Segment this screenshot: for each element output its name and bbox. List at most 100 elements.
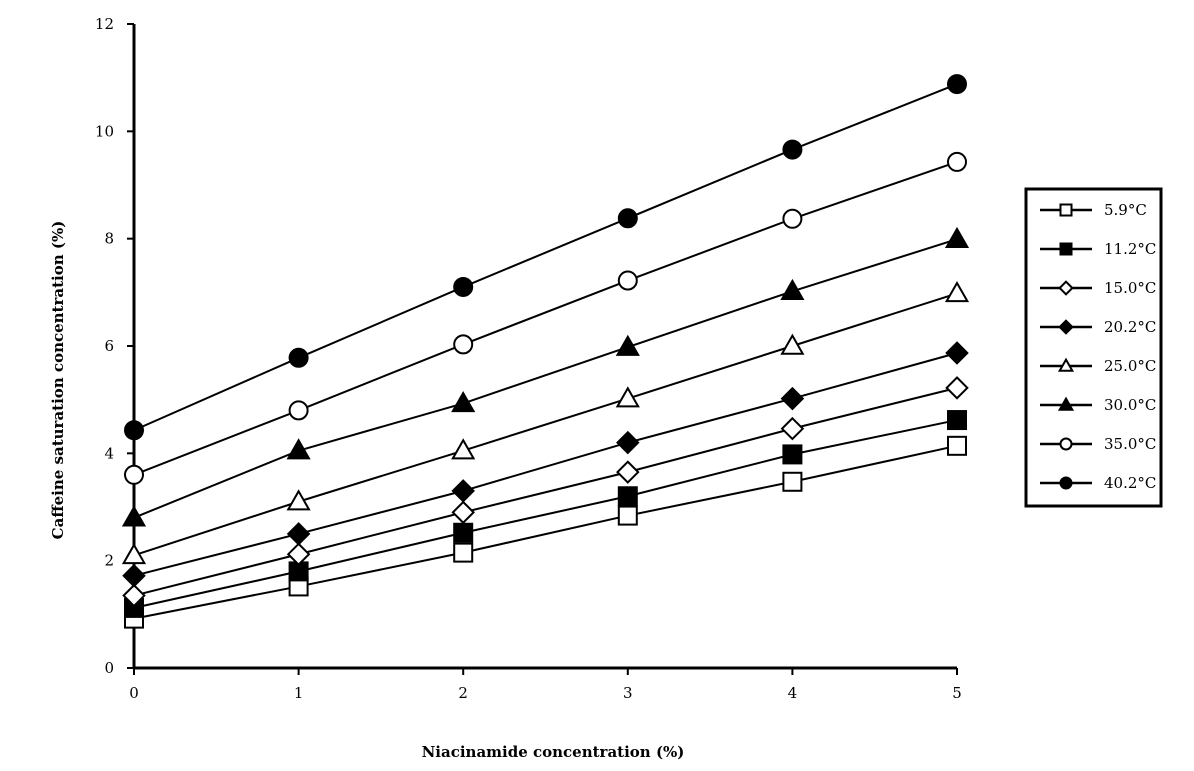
data-point xyxy=(121,505,147,527)
y-tick-label: 0 xyxy=(104,659,114,677)
legend-marker xyxy=(1058,319,1074,335)
legend-label: 5.9°C xyxy=(1104,201,1147,219)
y-tick-label: 6 xyxy=(104,337,114,355)
data-point xyxy=(780,278,805,301)
legend-entry: 40.2°C xyxy=(1040,474,1156,492)
data-point xyxy=(782,139,803,160)
x-tick-label: 1 xyxy=(294,684,304,702)
data-point xyxy=(615,334,640,356)
series-35.0°C xyxy=(124,151,967,485)
series-line xyxy=(133,160,958,476)
data-point xyxy=(451,391,476,413)
data-point xyxy=(451,479,475,503)
data-point xyxy=(616,460,640,484)
data-point xyxy=(286,542,311,566)
data-point xyxy=(782,208,803,229)
series-layer xyxy=(121,74,970,629)
legend-marker xyxy=(1057,357,1075,372)
x-tick-label: 5 xyxy=(952,684,962,702)
data-point xyxy=(947,410,967,431)
data-point xyxy=(286,489,311,511)
data-point xyxy=(945,341,969,365)
x-tick-label: 0 xyxy=(129,684,139,702)
series-5.9°C xyxy=(124,435,967,629)
series-40.2°C xyxy=(124,74,967,441)
data-point xyxy=(944,226,970,248)
data-point xyxy=(453,542,474,563)
data-point xyxy=(615,386,640,408)
legend-label: 20.2°C xyxy=(1104,318,1156,336)
legend-label: 25.0°C xyxy=(1104,357,1156,375)
x-tick-label: 4 xyxy=(788,684,798,702)
data-point xyxy=(947,151,967,172)
data-point xyxy=(780,386,805,411)
data-point xyxy=(451,500,475,525)
data-point xyxy=(288,400,309,421)
series-line xyxy=(133,292,958,557)
data-point xyxy=(451,438,476,460)
series-15.0°C xyxy=(122,376,969,608)
series-line xyxy=(133,83,958,432)
legend-marker xyxy=(1058,280,1074,296)
legend-label: 40.2°C xyxy=(1104,474,1156,492)
data-point xyxy=(782,444,803,465)
series-line xyxy=(133,386,958,597)
legend-box xyxy=(1024,187,1163,508)
series-line xyxy=(133,419,958,609)
data-point xyxy=(453,522,474,543)
y-axis-title: Caffeine saturation concentration (%) xyxy=(49,221,67,540)
legend-marker xyxy=(1059,203,1073,217)
data-point xyxy=(944,281,970,303)
data-point xyxy=(286,522,311,546)
data-point xyxy=(286,438,311,460)
y-tick-label: 8 xyxy=(104,230,114,248)
y-tick-label: 12 xyxy=(95,15,114,33)
series-20.2°C xyxy=(122,341,969,588)
y-tick-label: 2 xyxy=(104,552,114,570)
y-tick-label: 10 xyxy=(95,122,114,140)
legend-entry: 20.2°C xyxy=(1040,318,1156,336)
x-tick-label: 3 xyxy=(623,684,633,702)
data-point xyxy=(945,376,969,400)
data-point xyxy=(780,333,805,355)
data-point xyxy=(124,464,144,485)
data-point xyxy=(121,542,147,565)
legend-marker xyxy=(1057,396,1075,411)
series-11.2°C xyxy=(124,410,967,618)
series-line xyxy=(133,444,958,620)
legend-label: 11.2°C xyxy=(1104,240,1156,258)
data-point xyxy=(947,435,967,456)
series-30.0°C xyxy=(121,226,970,527)
x-tick-label: 2 xyxy=(458,684,468,702)
data-point xyxy=(616,430,640,455)
legend: 5.9°C 11.2°C 15.0°C 20.2°C 25.0°C 30.0°C 35.0°… xyxy=(1024,187,1163,508)
data-point xyxy=(782,471,803,492)
y-tick-label: 4 xyxy=(104,444,114,462)
series-25.0°C xyxy=(121,281,970,565)
legend-entry: 30.0°C xyxy=(1040,396,1156,414)
legend-entry: 5.9°C xyxy=(1040,201,1147,219)
legend-label: 30.0°C xyxy=(1104,396,1156,414)
legend-entry: 11.2°C xyxy=(1040,240,1156,258)
legend-marker xyxy=(1059,476,1073,490)
legend-label: 15.0°C xyxy=(1104,279,1156,297)
data-point xyxy=(617,208,638,229)
data-point xyxy=(617,505,638,526)
data-point xyxy=(780,416,805,441)
legend-label: 35.0°C xyxy=(1104,435,1156,453)
legend-entry: 35.0°C xyxy=(1040,435,1156,453)
x-axis-title: Niacinamide concentration (%) xyxy=(422,743,685,761)
data-point xyxy=(453,276,474,297)
data-point xyxy=(617,270,638,291)
legend-entry: 15.0°C xyxy=(1040,279,1156,297)
data-point xyxy=(947,74,967,95)
series-line xyxy=(133,238,958,519)
data-point xyxy=(122,563,146,588)
series-line xyxy=(133,352,958,577)
legend-marker xyxy=(1059,242,1073,256)
data-point xyxy=(617,486,638,507)
legend-entry: 25.0°C xyxy=(1040,357,1156,375)
data-point xyxy=(288,347,309,368)
